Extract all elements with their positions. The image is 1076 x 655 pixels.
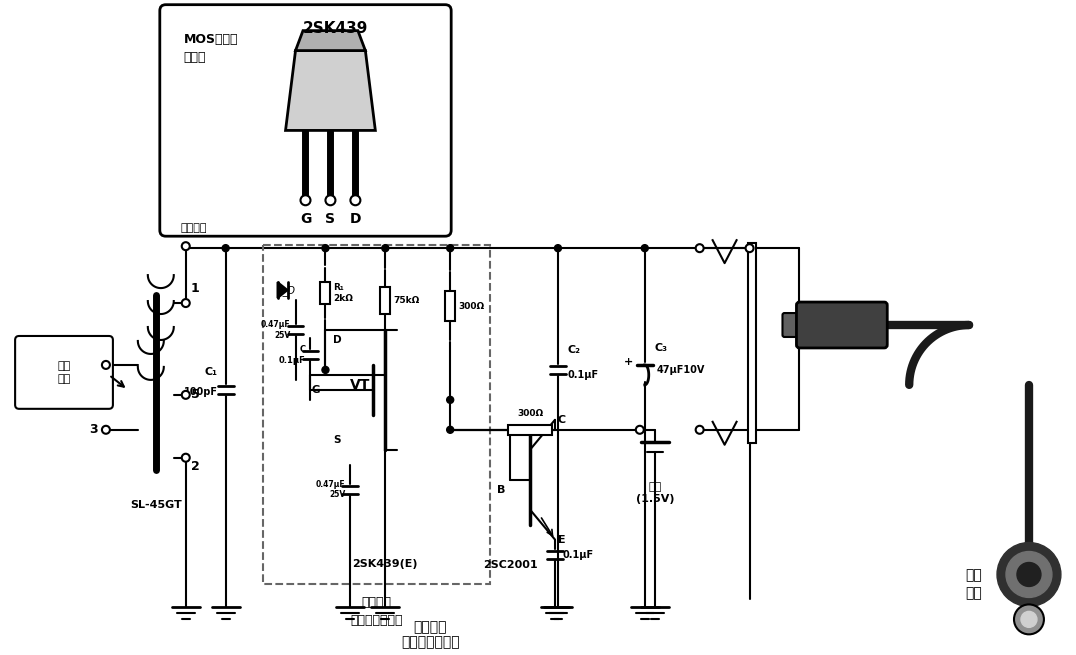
- Circle shape: [1019, 565, 1023, 569]
- Circle shape: [641, 245, 648, 252]
- Circle shape: [102, 361, 110, 369]
- Text: 1: 1: [190, 282, 199, 295]
- Bar: [445, 291, 455, 322]
- Polygon shape: [296, 31, 366, 50]
- Text: 0.1μF: 0.1μF: [563, 550, 594, 559]
- Bar: [321, 282, 330, 305]
- Text: 0.47μF
25V: 0.47μF 25V: [315, 480, 345, 499]
- Text: C
0.1μF: C 0.1μF: [279, 345, 306, 365]
- Text: 场效应管: 场效应管: [413, 620, 447, 634]
- Text: +: +: [624, 357, 633, 367]
- Text: 2SK439(E): 2SK439(E): [353, 559, 419, 569]
- Circle shape: [1017, 572, 1021, 576]
- Circle shape: [1017, 563, 1040, 586]
- Text: V_D: V_D: [277, 285, 295, 295]
- Text: E: E: [558, 534, 566, 544]
- Circle shape: [322, 366, 329, 373]
- Circle shape: [102, 426, 110, 434]
- Circle shape: [300, 195, 311, 205]
- Text: 电池
(1.5V): 电池 (1.5V): [636, 481, 674, 504]
- Text: 3: 3: [89, 423, 98, 436]
- Circle shape: [1014, 605, 1044, 634]
- Bar: [380, 287, 391, 314]
- Text: 47μF10V: 47μF10V: [656, 365, 705, 375]
- Text: 100pF: 100pF: [184, 387, 217, 397]
- Text: S: S: [325, 212, 336, 226]
- Text: R₁
2kΩ: R₁ 2kΩ: [334, 284, 353, 303]
- Circle shape: [696, 426, 704, 434]
- Circle shape: [351, 195, 360, 205]
- Circle shape: [554, 245, 562, 252]
- Circle shape: [447, 396, 454, 403]
- Text: 5: 5: [190, 388, 199, 402]
- Circle shape: [182, 391, 189, 399]
- Text: C₃: C₃: [655, 343, 668, 353]
- Text: S: S: [334, 435, 341, 445]
- Text: MOS场效应
晶体管: MOS场效应 晶体管: [184, 33, 238, 64]
- FancyBboxPatch shape: [796, 302, 888, 348]
- Circle shape: [1027, 563, 1031, 567]
- Text: 300Ω: 300Ω: [516, 409, 543, 418]
- Polygon shape: [278, 282, 287, 298]
- Circle shape: [325, 195, 336, 205]
- Text: G: G: [312, 385, 321, 395]
- Circle shape: [382, 245, 388, 252]
- Text: 75kΩ: 75kΩ: [394, 295, 420, 305]
- Text: 0.47μF
25V: 0.47μF 25V: [260, 320, 291, 340]
- Circle shape: [1021, 611, 1037, 627]
- Text: 2: 2: [190, 460, 199, 473]
- Circle shape: [636, 426, 643, 434]
- Text: C: C: [558, 415, 566, 425]
- Text: D: D: [350, 212, 362, 226]
- Circle shape: [182, 454, 189, 462]
- Text: 4: 4: [89, 358, 98, 371]
- Text: B: B: [497, 485, 505, 495]
- Circle shape: [182, 299, 189, 307]
- Text: D: D: [334, 335, 342, 345]
- Text: SL-45GT: SL-45GT: [130, 500, 182, 510]
- Circle shape: [746, 244, 753, 252]
- Circle shape: [222, 245, 229, 252]
- Circle shape: [447, 245, 454, 252]
- Text: 2SK439: 2SK439: [302, 21, 368, 35]
- Text: 磁棒
天线: 磁棒 天线: [57, 361, 71, 384]
- Text: 晶体
耳机: 晶体 耳机: [965, 569, 982, 601]
- Circle shape: [997, 542, 1061, 607]
- Text: 2SC2001: 2SC2001: [483, 559, 537, 569]
- Text: 0.1μF: 0.1μF: [568, 370, 599, 380]
- Text: VT: VT: [351, 378, 371, 392]
- Circle shape: [1037, 572, 1040, 576]
- Text: G: G: [300, 212, 311, 226]
- Bar: [263, 245, 490, 584]
- Bar: [508, 425, 552, 435]
- Text: 固定式偏置电路: 固定式偏置电路: [401, 635, 459, 649]
- Text: 外接天线: 外接天线: [181, 223, 208, 233]
- FancyBboxPatch shape: [160, 5, 451, 236]
- Bar: [748, 243, 755, 443]
- Circle shape: [322, 245, 329, 252]
- Text: C₂: C₂: [568, 345, 581, 355]
- Circle shape: [1006, 552, 1052, 597]
- Text: C₁: C₁: [204, 367, 217, 377]
- FancyBboxPatch shape: [782, 313, 806, 337]
- FancyBboxPatch shape: [15, 336, 113, 409]
- Polygon shape: [285, 50, 376, 130]
- Circle shape: [447, 426, 454, 433]
- Text: 300Ω: 300Ω: [458, 301, 484, 310]
- Text: 固定式偏置电路: 固定式偏置电路: [350, 614, 402, 627]
- Text: 场效应管: 场效应管: [362, 597, 392, 609]
- Circle shape: [696, 244, 704, 252]
- Circle shape: [1035, 565, 1039, 569]
- Circle shape: [182, 242, 189, 250]
